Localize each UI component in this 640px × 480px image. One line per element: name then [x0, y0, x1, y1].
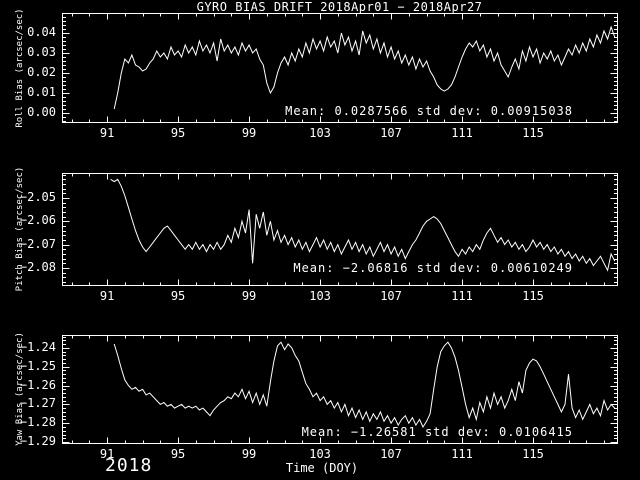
y-tick-label: 0.04 — [27, 25, 56, 39]
x-tick-label: 115 — [522, 126, 544, 140]
y-tick-label: −2.05 — [19, 189, 56, 204]
panel-roll — [62, 13, 618, 123]
roll-stats-text: Mean: 0.0287566 std dev: 0.00915038 — [285, 104, 573, 118]
y-tick-label: −2.07 — [19, 236, 56, 251]
x-axis-title: Time (DOY) — [285, 461, 359, 475]
panel-yaw — [62, 335, 618, 444]
y-tick-label: −1.25 — [19, 358, 56, 373]
y-tick-label: −1.29 — [19, 434, 56, 449]
x-tick-label: 95 — [170, 289, 186, 303]
y-tick-label: 0.01 — [27, 85, 56, 99]
x-tick-label: 103 — [309, 447, 331, 461]
y-tick-label: 0.00 — [27, 105, 56, 119]
x-tick-label: 111 — [451, 447, 473, 461]
x-tick-label: 111 — [451, 289, 473, 303]
y-tick-label: −2.06 — [19, 213, 56, 228]
x-tick-label: 99 — [241, 289, 257, 303]
x-tick-label: 107 — [380, 289, 402, 303]
panel-pitch — [62, 173, 618, 286]
yaw-bias-curve — [113, 341, 616, 429]
y-tick-label: −1.28 — [19, 415, 56, 430]
panel-frame — [62, 13, 618, 123]
x-tick-label: 91 — [99, 126, 115, 140]
y-tick-label: −1.24 — [19, 339, 56, 354]
x-tick-label: 115 — [522, 447, 544, 461]
x-tick-label: 95 — [170, 447, 186, 461]
pitch-bias-curve — [110, 178, 616, 272]
chart-title: GYRO BIAS DRIFT 2018Apr01 − 2018Apr27 — [196, 0, 483, 14]
x-tick-label: 91 — [99, 289, 115, 303]
y-tick-label: 0.03 — [27, 45, 56, 59]
x-tick-label: 103 — [309, 126, 331, 140]
x-tick-label: 107 — [380, 447, 402, 461]
y-tick-label: 0.02 — [27, 65, 56, 79]
y-tick-label: −2.08 — [19, 259, 56, 274]
x-tick-label: 111 — [451, 126, 473, 140]
x-tick-label: 99 — [241, 126, 257, 140]
x-tick-label: 115 — [522, 289, 544, 303]
x-tick-label: 99 — [241, 447, 257, 461]
x-tick-label: 107 — [380, 126, 402, 140]
y-tick-label: −1.27 — [19, 396, 56, 411]
x-tick-label: 103 — [309, 289, 331, 303]
roll-bias-curve — [113, 25, 616, 110]
yaw-stats-text: Mean: −1.26581 std dev: 0.0106415 — [301, 425, 573, 439]
x-tick-label: 91 — [99, 447, 115, 461]
year-label: 2018 — [105, 455, 153, 476]
x-tick-label: 95 — [170, 126, 186, 140]
panel-frame — [62, 173, 618, 286]
pitch-stats-text: Mean: −2.06816 std dev: 0.00610249 — [293, 261, 573, 275]
y-tick-label: −1.26 — [19, 377, 56, 392]
